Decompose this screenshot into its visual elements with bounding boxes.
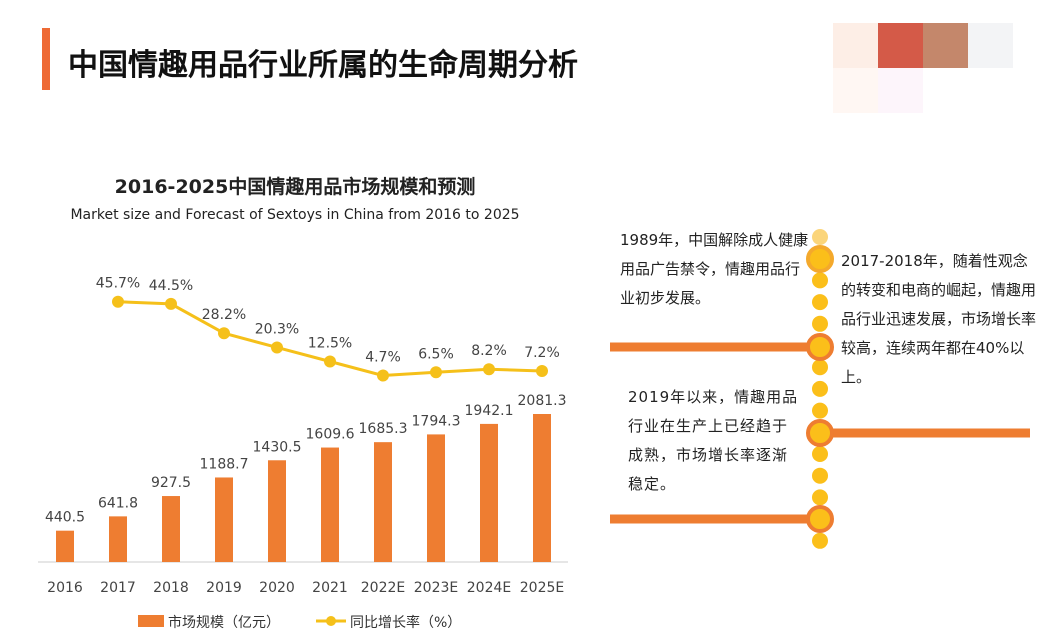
bar-label: 641.8 <box>98 495 138 511</box>
growth-label: 8.2% <box>471 343 507 359</box>
timeline-dot <box>812 380 828 397</box>
bar <box>268 460 286 562</box>
legend-line-marker <box>326 616 336 626</box>
chart-subtitle: Market size and Forecast of Sextoys in C… <box>70 207 520 223</box>
timeline-dot <box>812 272 828 289</box>
x-tick-label: 2024E <box>467 580 511 596</box>
timeline-dot <box>812 446 828 462</box>
growth-label: 7.2% <box>524 345 560 361</box>
timeline-dot <box>812 402 828 419</box>
growth-point <box>271 341 283 354</box>
timeline-dot <box>812 532 828 549</box>
x-tick-label: 2019 <box>206 580 242 596</box>
x-tick-label: 2021 <box>312 580 348 596</box>
growth-label: 20.3% <box>255 321 299 337</box>
growth-label: 44.5% <box>149 278 193 294</box>
timeline-text-2017: 2017-2018年，随着性观念的转变和电商的崛起，情趣用品行业迅速发展，市场增… <box>841 252 1037 386</box>
bar <box>321 447 339 562</box>
title-accent-bar <box>42 28 50 90</box>
growth-point <box>536 365 548 378</box>
timeline-milestone <box>806 419 834 447</box>
bar <box>56 530 74 562</box>
market-chart: 440.5 2016 641.8 2017 927.5 2018 1188.7 2019 143… <box>38 276 568 631</box>
page-title: 中国情趣用品行业所属的生命周期分析 <box>68 48 578 83</box>
bar-label: 1685.3 <box>359 421 408 437</box>
growth-label: 12.5% <box>308 336 352 352</box>
x-tick-label: 2025E <box>520 580 564 596</box>
bar-label: 2081.3 <box>518 393 567 409</box>
growth-point <box>218 327 230 340</box>
x-tick-label: 2016 <box>47 580 83 596</box>
timeline-milestone <box>806 333 834 361</box>
x-tick-label: 2017 <box>100 580 136 596</box>
timeline-milestone <box>806 245 834 273</box>
color-swatch <box>833 68 878 113</box>
color-swatch <box>878 23 923 68</box>
timeline-dot <box>812 229 828 245</box>
bar <box>215 477 233 562</box>
x-tick-label: 2018 <box>153 580 189 596</box>
bar-label: 1794.3 <box>412 413 461 429</box>
growth-point <box>165 297 177 310</box>
timeline-dot <box>812 359 828 376</box>
growth-label: 28.2% <box>202 307 246 323</box>
growth-label: 4.7% <box>365 350 401 366</box>
timeline-text-1989: 1989年，中国解除成人健康用品广告禁令，情趣用品行业初步发展。 <box>620 231 809 307</box>
bar-label: 1942.1 <box>465 403 514 419</box>
growth-label: 45.7% <box>96 276 140 292</box>
bar <box>374 442 392 562</box>
timeline-dot <box>812 294 828 311</box>
x-tick-label: 2022E <box>361 580 405 596</box>
growth-point <box>112 295 124 308</box>
timeline-dot <box>812 315 828 332</box>
growth-label: 6.5% <box>418 346 454 362</box>
bar <box>427 434 445 562</box>
bar-label: 1609.6 <box>306 427 355 443</box>
legend-bar-swatch <box>138 615 164 627</box>
timeline-text-2019: 2019年以来，情趣用品行业在生产上已经趋于成熟，市场增长率逐渐稳定。 <box>628 388 799 493</box>
x-tick-label: 2023E <box>414 580 458 596</box>
chart-title: 2016-2025中国情趣用品市场规模和预测 <box>114 176 476 198</box>
timeline-dot <box>812 489 828 506</box>
x-tick-label: 2020 <box>259 580 295 596</box>
color-swatch <box>833 23 878 68</box>
growth-point <box>377 369 389 382</box>
bar-label: 1430.5 <box>253 439 302 455</box>
timeline-dot <box>812 467 828 484</box>
bar-label: 440.5 <box>45 510 85 526</box>
bar <box>533 414 551 562</box>
growth-point <box>483 363 495 376</box>
legend-bar-label: 市场规模（亿元） <box>168 614 280 631</box>
color-swatch <box>923 23 968 68</box>
color-swatch <box>878 68 923 113</box>
bar-label: 927.5 <box>151 475 191 491</box>
growth-point <box>324 355 336 368</box>
bar-label: 1188.7 <box>200 456 249 472</box>
bar <box>162 496 180 562</box>
bar <box>480 423 498 562</box>
growth-point <box>430 366 442 379</box>
legend-line-label: 同比增长率（%） <box>350 614 461 631</box>
color-swatch <box>968 23 1013 68</box>
bar <box>109 516 127 562</box>
timeline-milestone <box>806 505 834 533</box>
